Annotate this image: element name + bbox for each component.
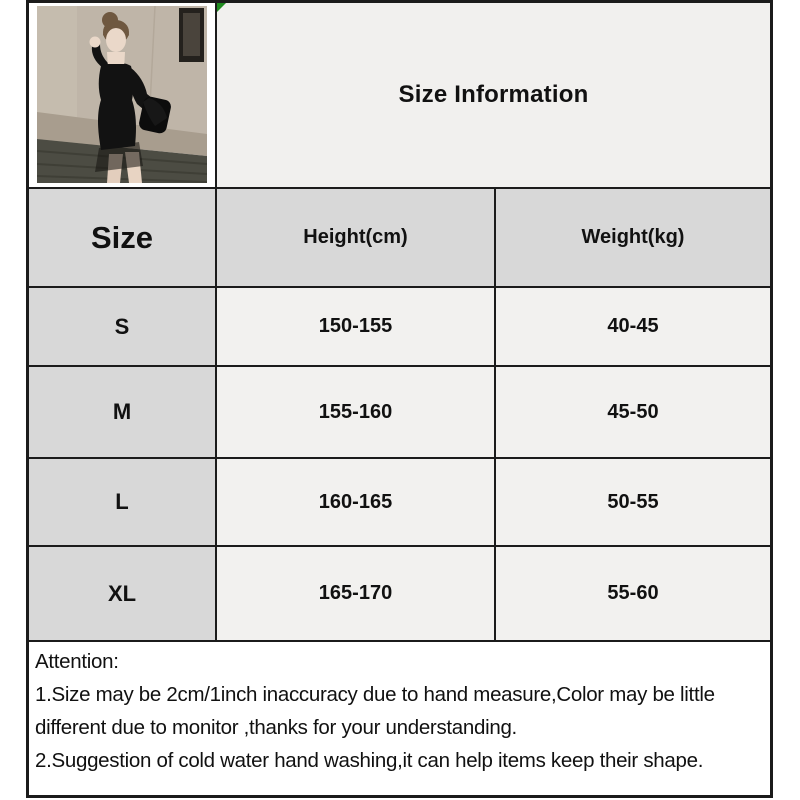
attention-title: Attention: xyxy=(35,650,119,673)
product-photo-cell xyxy=(29,3,215,187)
column-header-size: Size xyxy=(29,189,215,286)
page-title: Size Information xyxy=(398,81,589,108)
table-row-m-size: M xyxy=(29,367,215,457)
table-row-xl-size: XL xyxy=(29,547,215,640)
table-row-l-weight: 50-55 xyxy=(496,459,770,545)
table-row-s-height: 150-155 xyxy=(217,288,494,365)
product-photo xyxy=(37,6,207,183)
table-row-m-height: 155-160 xyxy=(217,367,494,457)
title-cell: Size Information xyxy=(217,3,770,187)
green-corner-marker-icon xyxy=(217,3,226,12)
table-row-l-height: 160-165 xyxy=(217,459,494,545)
table-row-m-weight: 45-50 xyxy=(496,367,770,457)
table-row-xl-height: 165-170 xyxy=(217,547,494,640)
column-header-weight: Weight(kg) xyxy=(496,189,770,286)
table-row-s-weight: 40-45 xyxy=(496,288,770,365)
table-row-l-size: L xyxy=(29,459,215,545)
attention-section: Attention: 1.Size may be 2cm/1inch inacc… xyxy=(29,642,770,795)
table-row-s-size: S xyxy=(29,288,215,365)
size-chart-sheet: Size Information Size Height(cm) Weight(… xyxy=(26,0,773,798)
attention-note-2: 2.Suggestion of cold water hand washing,… xyxy=(35,749,704,772)
column-header-height: Height(cm) xyxy=(217,189,494,286)
attention-note-1: 1.Size may be 2cm/1inch inaccuracy due t… xyxy=(35,683,715,739)
table-row-xl-weight: 55-60 xyxy=(496,547,770,640)
